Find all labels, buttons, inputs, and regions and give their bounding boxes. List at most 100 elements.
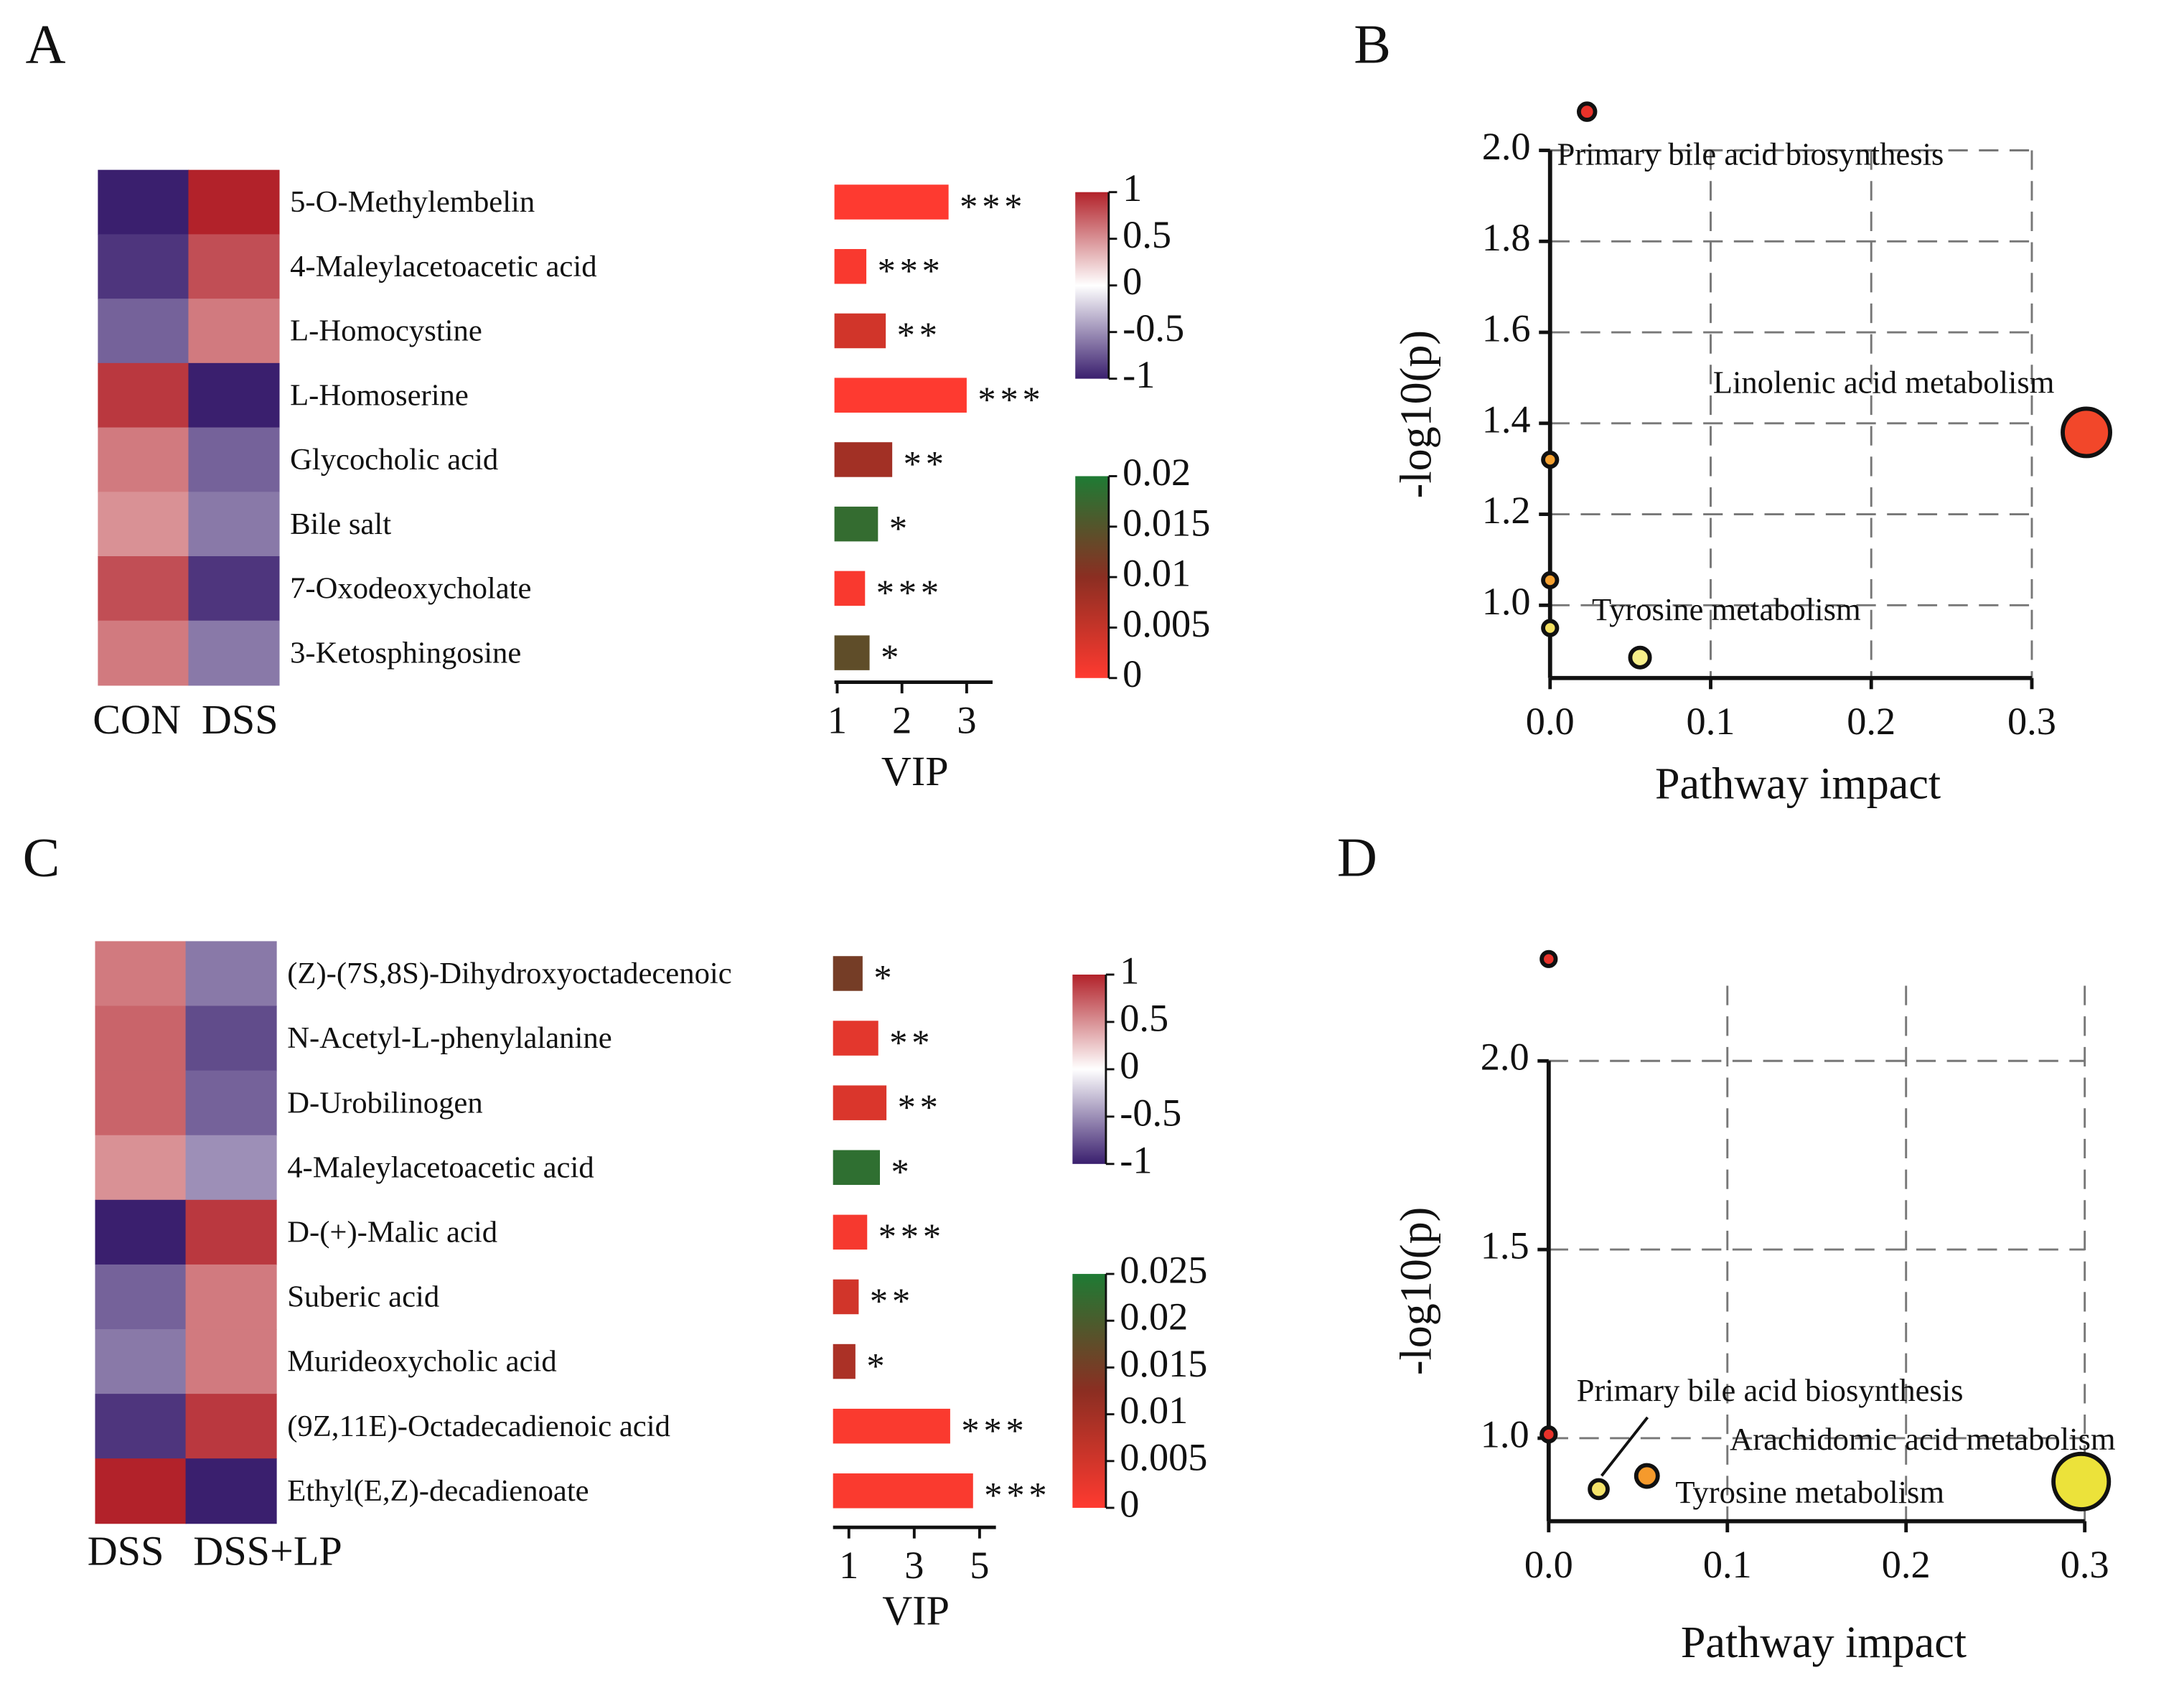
row-label: (Z)-(7S,8S)-Dihydroxyoctadecenoic	[287, 957, 732, 990]
colorbar-tick-label: -0.5	[1123, 306, 1184, 350]
colorbar-tick-label: 0.005	[1123, 602, 1210, 645]
colorbar-tick-label: -0.5	[1120, 1091, 1181, 1134]
heatmap-cell	[98, 427, 189, 493]
colorbar	[1072, 1274, 1106, 1508]
annotation: Linolenic acid metabolism	[1713, 365, 2055, 400]
significance-label: **	[870, 1281, 914, 1321]
row-label: 4-Maleylacetoacetic acid	[287, 1150, 594, 1184]
colorbar-tick-label: 0.015	[1120, 1342, 1207, 1385]
y-tick-label: 2.0	[1482, 125, 1531, 168]
significance-label: *	[881, 637, 903, 677]
heatmap-cell	[95, 941, 187, 1007]
y-tick-label: 1.6	[1482, 307, 1531, 350]
x-tick-label: 0.1	[1703, 1543, 1752, 1586]
annotation: Arachidomic acid metabolism	[1730, 1421, 2116, 1457]
vip-bar	[834, 635, 870, 670]
heatmap-cell	[185, 1135, 277, 1201]
annotation-leader	[1600, 1416, 1649, 1477]
row-label: 5-O-Methylembelin	[290, 185, 535, 219]
heatmap-cell	[95, 1264, 187, 1330]
significance-label: ***	[984, 1475, 1051, 1515]
significance-label: **	[889, 1023, 934, 1063]
colorbar-tick-label: 0.5	[1123, 213, 1171, 256]
colorbar-tick-label: 0	[1120, 1044, 1139, 1087]
heatmap-cell	[185, 1005, 277, 1071]
row-label: Glycocholic acid	[290, 443, 498, 477]
point	[1628, 645, 1652, 670]
heatmap-cell	[188, 234, 280, 300]
colorbar-tick-label: 0.015	[1123, 501, 1210, 544]
x-tick-label: 2	[892, 698, 911, 741]
point	[2061, 406, 2112, 459]
row-label: L-Homocystine	[290, 314, 482, 348]
y-axis-label: -log10(p)	[1392, 330, 1441, 498]
row-label: L-Homoserine	[290, 378, 469, 412]
x-tick-label: 0.0	[1526, 700, 1575, 743]
significance-label: *	[889, 508, 911, 548]
colorbar-tick-label: 0.02	[1120, 1295, 1188, 1338]
heatmap-cell	[185, 1070, 277, 1136]
vip-bar	[834, 442, 893, 477]
vip-bar	[833, 1279, 859, 1315]
significance-label: ***	[878, 250, 945, 291]
x-tick-label: 0.3	[2007, 700, 2056, 743]
column-label: DSS+LP	[193, 1527, 342, 1574]
column-label: DSS	[202, 696, 278, 743]
row-label: Bile salt	[290, 507, 391, 541]
row-label: 4-Maleylacetoacetic acid	[290, 250, 596, 283]
heatmap-cell	[185, 1458, 277, 1524]
y-tick-label: 1.4	[1482, 398, 1531, 441]
vip-bar	[833, 956, 863, 991]
annotation: Primary bile acid biosynthesis	[1557, 136, 1944, 172]
heatmap-cell	[185, 1329, 277, 1395]
vip-bar	[833, 1150, 881, 1186]
heatmap-cell	[98, 234, 189, 300]
panel-label: B	[1354, 14, 1391, 75]
point	[2051, 1451, 2112, 1511]
x-tick-label: 1	[839, 1544, 858, 1587]
y-tick-label: 2.0	[1481, 1036, 1529, 1079]
significance-label: *	[866, 1346, 889, 1386]
x-axis-label: VIP	[881, 748, 949, 794]
x-tick-label: 5	[970, 1544, 989, 1587]
panel-label: C	[23, 827, 60, 888]
heatmap-cell	[95, 1005, 187, 1071]
row-label: D-(+)-Malic acid	[287, 1216, 497, 1249]
row-label: Ethyl(E,Z)-decadienoate	[287, 1474, 589, 1508]
row-label: D-Urobilinogen	[287, 1086, 482, 1120]
x-tick-label: 3	[957, 698, 976, 741]
significance-label: **	[898, 1087, 942, 1127]
heatmap-cell	[185, 1199, 277, 1265]
significance-label: *	[873, 958, 896, 998]
vip-bar	[833, 1473, 973, 1509]
heatmap-cell	[98, 620, 189, 686]
point	[1539, 1425, 1558, 1444]
heatmap-cell	[188, 299, 280, 364]
vip-bar	[834, 249, 867, 284]
colorbar-tick-label: 0.02	[1123, 451, 1191, 494]
heatmap-cell	[98, 492, 189, 557]
colorbar-tick-label: 0.005	[1120, 1435, 1207, 1478]
colorbar-tick-label: 1	[1120, 949, 1139, 992]
point	[1541, 450, 1560, 469]
vip-bar	[833, 1343, 856, 1379]
annotation: Tyrosine metabolism	[1592, 591, 1861, 627]
x-tick-label: 0.2	[1882, 1543, 1931, 1586]
significance-label: ***	[960, 187, 1026, 227]
heatmap-cell	[188, 492, 280, 557]
significance-label: *	[891, 1152, 914, 1192]
colorbar-tick-label: 0	[1123, 652, 1142, 695]
row-label: N-Acetyl-L-phenylalanine	[287, 1021, 611, 1055]
colorbar-tick-label: 0.01	[1120, 1389, 1188, 1432]
colorbar-tick-label: 0.025	[1120, 1249, 1207, 1292]
annotation: Primary bile acid biosynthesis	[1577, 1372, 1964, 1408]
vip-bar	[834, 506, 878, 542]
significance-label: ***	[878, 1216, 945, 1257]
colorbar-tick-label: -1	[1120, 1138, 1152, 1181]
row-label: Suberic acid	[287, 1280, 439, 1314]
x-axis-label: VIP	[882, 1588, 950, 1634]
heatmap-cell	[95, 1329, 187, 1395]
point	[1634, 1463, 1660, 1489]
heatmap-cell	[185, 1394, 277, 1460]
